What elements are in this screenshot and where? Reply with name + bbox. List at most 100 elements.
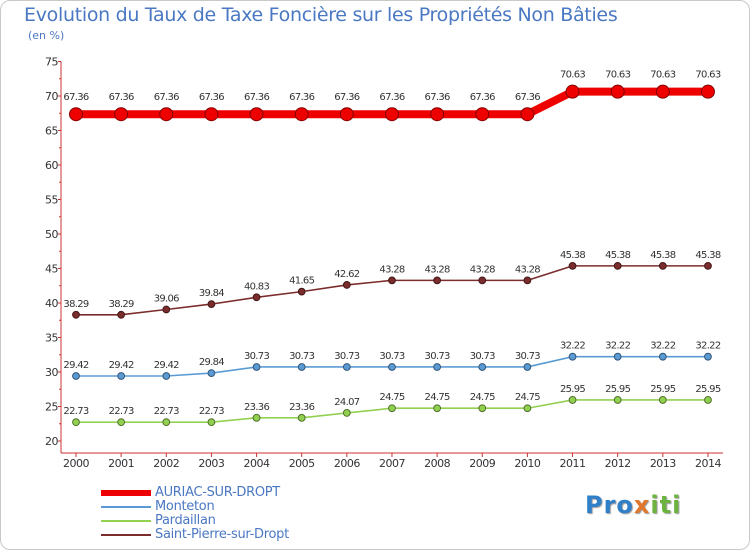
data-point bbox=[162, 305, 171, 314]
data-point bbox=[433, 276, 442, 285]
data-label: 23.36 bbox=[289, 402, 314, 413]
data-point bbox=[162, 418, 171, 427]
data-point bbox=[297, 413, 306, 422]
data-label: 42.62 bbox=[334, 269, 359, 280]
data-point bbox=[430, 107, 445, 122]
data-label: 38.29 bbox=[63, 299, 88, 310]
y-tick-label: 45 bbox=[45, 263, 58, 276]
y-tick-label: 70 bbox=[45, 90, 58, 103]
data-point bbox=[252, 293, 261, 302]
data-label: 32.22 bbox=[605, 341, 630, 352]
y-tick-label: 20 bbox=[45, 435, 58, 448]
data-label: 67.36 bbox=[425, 92, 450, 103]
data-label: 29.42 bbox=[154, 360, 179, 371]
logo-part-iti: iti bbox=[650, 491, 682, 519]
data-point bbox=[207, 300, 216, 309]
x-tick-label: 2008 bbox=[424, 457, 450, 470]
data-label: 67.36 bbox=[470, 92, 495, 103]
data-label: 67.36 bbox=[244, 92, 269, 103]
data-label: 45.38 bbox=[650, 250, 675, 261]
data-point bbox=[114, 107, 129, 122]
data-point bbox=[72, 310, 80, 319]
data-label: 23.36 bbox=[244, 402, 269, 413]
data-point bbox=[207, 418, 216, 427]
data-label: 67.36 bbox=[515, 92, 540, 103]
data-point bbox=[204, 107, 219, 122]
data-point bbox=[565, 84, 580, 99]
data-label: 32.22 bbox=[695, 341, 720, 352]
legend-label: Monteton bbox=[155, 499, 215, 514]
data-point bbox=[658, 396, 667, 404]
x-tick-label: 2013 bbox=[650, 457, 676, 470]
data-point bbox=[478, 276, 487, 285]
x-tick-label: 2004 bbox=[244, 457, 270, 470]
legend-swatch bbox=[101, 534, 151, 536]
y-tick-label: 55 bbox=[45, 194, 58, 207]
data-label: 30.73 bbox=[379, 351, 404, 362]
data-point bbox=[568, 261, 577, 270]
logo-part-pro: Pro bbox=[585, 491, 634, 519]
legend-swatch bbox=[101, 490, 151, 496]
data-label: 67.36 bbox=[289, 92, 314, 103]
data-point bbox=[433, 404, 442, 413]
data-point bbox=[339, 107, 354, 122]
data-point bbox=[342, 281, 351, 289]
data-label: 38.29 bbox=[109, 299, 134, 310]
x-tick-label: 2010 bbox=[514, 457, 540, 470]
data-label: 67.36 bbox=[379, 92, 404, 103]
legend-label: AURIAC-SUR-DROPT bbox=[155, 485, 280, 500]
x-tick-label: 2014 bbox=[695, 457, 721, 470]
data-label: 70.63 bbox=[695, 70, 720, 81]
data-point bbox=[388, 363, 396, 371]
data-point bbox=[613, 352, 622, 361]
data-point bbox=[252, 363, 261, 371]
data-label: 30.73 bbox=[425, 351, 450, 362]
data-point bbox=[72, 372, 80, 380]
x-tick-label: 2011 bbox=[560, 457, 586, 470]
data-label: 70.63 bbox=[560, 70, 585, 81]
data-label: 25.95 bbox=[605, 384, 630, 395]
data-label: 43.28 bbox=[379, 264, 404, 275]
data-point bbox=[658, 261, 667, 270]
data-label: 24.75 bbox=[379, 392, 404, 403]
data-point bbox=[704, 261, 712, 270]
data-point bbox=[520, 107, 535, 122]
x-tick-label: 2001 bbox=[108, 457, 134, 470]
data-label: 45.38 bbox=[695, 250, 720, 261]
x-tick-label: 2007 bbox=[379, 457, 405, 470]
data-point bbox=[700, 84, 715, 99]
data-label: 30.73 bbox=[334, 351, 359, 362]
data-point bbox=[478, 404, 487, 413]
data-point bbox=[294, 107, 309, 122]
x-tick-label: 2003 bbox=[198, 457, 224, 470]
data-label: 39.06 bbox=[154, 293, 179, 304]
data-point bbox=[207, 369, 216, 378]
data-point bbox=[117, 372, 126, 380]
data-label: 45.38 bbox=[560, 250, 585, 261]
logo-part-x: x bbox=[633, 491, 651, 519]
data-label: 25.95 bbox=[650, 384, 675, 395]
data-label: 43.28 bbox=[470, 264, 495, 275]
data-label: 24.75 bbox=[425, 392, 450, 403]
data-label: 67.36 bbox=[334, 92, 359, 103]
data-point bbox=[478, 363, 487, 371]
data-point bbox=[117, 310, 126, 319]
legend-swatch bbox=[101, 506, 151, 508]
data-label: 24.75 bbox=[470, 392, 495, 403]
data-point bbox=[523, 276, 532, 285]
data-label: 29.42 bbox=[63, 360, 88, 371]
data-label: 30.73 bbox=[470, 351, 495, 362]
x-tick-label: 2006 bbox=[334, 457, 360, 470]
data-label: 70.63 bbox=[650, 70, 675, 81]
data-point bbox=[568, 352, 577, 361]
y-tick-label: 40 bbox=[45, 297, 58, 310]
data-label: 32.22 bbox=[650, 341, 675, 352]
data-label: 24.07 bbox=[334, 397, 359, 408]
data-point bbox=[475, 107, 490, 122]
data-point bbox=[613, 396, 622, 404]
data-point bbox=[523, 363, 532, 371]
data-point bbox=[297, 363, 306, 371]
data-point bbox=[568, 396, 577, 404]
